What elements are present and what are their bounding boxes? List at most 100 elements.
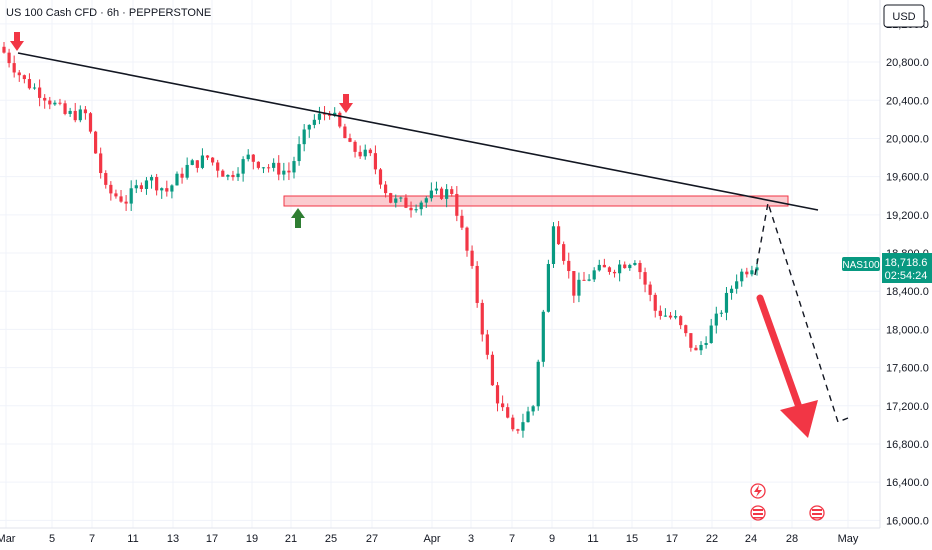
candle-body [109, 184, 113, 194]
candle-body [719, 312, 723, 314]
price-tick-label: 20,800.0 [886, 57, 929, 69]
candle-body [404, 197, 408, 208]
candle-body [149, 177, 154, 181]
arrow-down-icon [339, 94, 353, 113]
candle-body [643, 272, 647, 285]
time-tick-label: 15 [626, 533, 638, 545]
candle-body [597, 264, 601, 271]
price-tick-label: 20,400.0 [886, 95, 929, 107]
candle-body [623, 264, 627, 269]
candle-body [562, 244, 566, 261]
candle-body [526, 411, 530, 423]
candle-body [358, 151, 362, 157]
candle-body [292, 161, 296, 173]
candle-body [287, 170, 291, 173]
candle-body [63, 103, 67, 114]
candle-body [592, 270, 596, 280]
time-tick-label: 25 [325, 533, 337, 545]
candle-body [521, 422, 525, 431]
candle-body [465, 227, 469, 251]
time-tick-label: Mar [0, 533, 16, 545]
candle-body [709, 325, 713, 344]
candle-body [256, 161, 260, 168]
candle-body [582, 279, 586, 281]
candle-body [124, 201, 128, 204]
candle-body [501, 403, 505, 408]
candle-body [399, 197, 403, 199]
candle-body [663, 315, 668, 317]
candle-body [48, 100, 52, 105]
candle-body [506, 407, 510, 418]
candle-body [556, 226, 561, 245]
candle-body [22, 75, 26, 80]
candle-body [658, 310, 662, 316]
candle-body [424, 198, 428, 203]
candle-body [277, 162, 281, 175]
candle-body [536, 361, 540, 407]
time-tick-label: 17 [666, 533, 678, 545]
candle-body [368, 149, 372, 154]
symbol-label: NAS100 [842, 260, 880, 271]
price-tick-label: 16,800.0 [886, 439, 929, 451]
candle-body [612, 271, 617, 274]
last-price-label: 18,718.6 [885, 257, 928, 269]
candle-body [455, 193, 459, 216]
candle-body [378, 169, 383, 185]
chart-title: US 100 Cash CFD · 6h · PEPPERSTONE [6, 7, 211, 19]
time-tick-label: 19 [246, 533, 258, 545]
us-flag-icon[interactable] [750, 505, 766, 521]
candle-body [648, 284, 652, 295]
time-tick-label: 5 [49, 533, 55, 545]
candle-body [282, 170, 286, 175]
currency-button[interactable]: USD [883, 4, 925, 28]
arrow-down-icon [10, 32, 24, 51]
price-tick-label: 17,600.0 [886, 363, 929, 375]
candle-body [735, 281, 739, 289]
candle-body [577, 279, 581, 296]
price-tick-label: 17,200.0 [886, 401, 929, 413]
us-flag-icon[interactable] [809, 505, 825, 521]
price-tick-label: 18,000.0 [886, 324, 929, 336]
currency-label: USD [892, 11, 915, 23]
candlestick-series [2, 41, 759, 438]
time-axis[interactable]: Mar 5 7 11 13 17 19 21 25 27 Apr 3 7 9 11 15 17 22 24 28 May [0, 533, 859, 545]
candle-body [699, 344, 703, 351]
price-tick-label: 18,400.0 [886, 286, 929, 298]
candle-body [302, 129, 306, 145]
candle-body [755, 267, 759, 271]
flash-icon[interactable] [750, 483, 766, 499]
candle-body [714, 313, 718, 326]
candle-body [485, 334, 489, 355]
candle-body [389, 193, 393, 203]
time-tick-label: 9 [549, 533, 555, 545]
time-tick-label: 17 [206, 533, 218, 545]
candle-body [88, 113, 93, 132]
price-axis[interactable]: 16,000.0 16,400.0 16,800.0 17,200.0 17,600.0… [886, 19, 929, 527]
candle-body [261, 167, 266, 169]
candle-body [160, 188, 164, 191]
candle-body [165, 188, 169, 192]
grid-lines [0, 0, 880, 528]
candle-body [99, 153, 103, 174]
candle-body [567, 260, 571, 272]
time-tick-label: 11 [127, 533, 138, 545]
time-tick-label: 24 [745, 533, 757, 545]
candle-body [317, 113, 322, 120]
candle-body [490, 354, 495, 386]
candle-body [394, 198, 398, 203]
time-tick-label: 7 [509, 533, 515, 545]
candle-body [694, 347, 698, 351]
candle-body [587, 279, 591, 281]
time-tick-label: 22 [706, 533, 718, 545]
candle-body [724, 292, 729, 313]
resistance-zone [283, 195, 789, 207]
candle-body [740, 271, 744, 282]
candle-body [679, 316, 683, 326]
candle-body [266, 167, 271, 169]
candle-body [53, 102, 57, 105]
candle-body [531, 406, 535, 412]
candle-body [27, 79, 32, 89]
candle-body [312, 119, 316, 125]
price-tick-label: 19,200.0 [886, 210, 929, 222]
